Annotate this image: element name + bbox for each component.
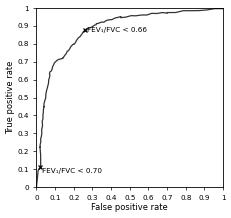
- Text: FEV₁/FVC < 0.70: FEV₁/FVC < 0.70: [42, 168, 102, 174]
- Text: FEV₁/FVC < 0.66: FEV₁/FVC < 0.66: [87, 27, 147, 33]
- X-axis label: False positive rate: False positive rate: [91, 203, 168, 213]
- Y-axis label: True positive rate: True positive rate: [6, 61, 15, 134]
